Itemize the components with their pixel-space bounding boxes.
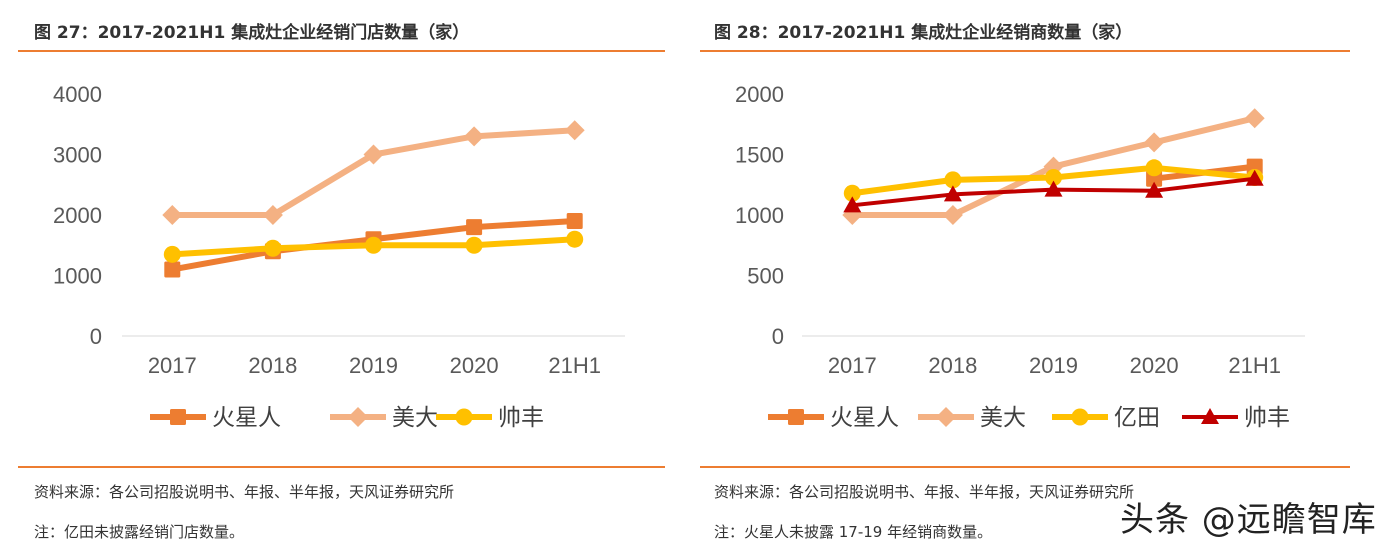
x-tick-label: 2019 [349, 353, 398, 378]
legend-label: 美大 [980, 404, 1026, 430]
legend-label: 帅丰 [1244, 404, 1290, 430]
footer-rule-2 [700, 466, 1350, 468]
y-tick-label: 0 [772, 324, 784, 349]
chart-1: 0 1000 2000 3000 4000 2017 2018 2019 2020 21H1 火星人… [53, 82, 625, 430]
y-tick-label: 1000 [735, 203, 784, 228]
chart-1-note: 注：亿田未披露经销门店数量。 [34, 523, 245, 541]
data-point-circle [566, 230, 584, 248]
y-tick-label: 4000 [53, 82, 102, 107]
legend-item: 火星人 [150, 404, 281, 430]
legend-marker [348, 407, 368, 427]
data-point-triangle [1245, 169, 1264, 186]
chart-2: 0 500 1000 1500 2000 2017 2018 2019 2020 21H1 火星人 美… [735, 82, 1305, 430]
legend-label: 火星人 [830, 404, 899, 430]
data-point-circle [264, 239, 282, 257]
data-point-diamond [1244, 108, 1265, 129]
y-tick-label: 1500 [735, 143, 784, 168]
legend-label: 火星人 [212, 404, 281, 430]
data-point-diamond [363, 144, 384, 165]
x-tick-label: 2020 [1130, 353, 1179, 378]
legend-marker [1071, 408, 1089, 426]
legend-item: 美大 [918, 404, 1026, 430]
data-point-triangle [843, 196, 862, 213]
data-point-diamond [464, 126, 485, 147]
x-tick-label: 21H1 [1228, 353, 1281, 378]
series-line-1 [172, 127, 575, 218]
x-tick-label: 2018 [928, 353, 977, 378]
legend-label: 亿田 [1114, 404, 1160, 430]
legend-label: 帅丰 [498, 404, 544, 430]
legend-label: 美大 [392, 404, 438, 430]
data-point-circle [1145, 159, 1163, 177]
watermark: 头条 @远瞻智库 [1120, 500, 1377, 540]
data-point-diamond [564, 120, 585, 141]
data-point-circle [163, 245, 181, 263]
data-point-circle [944, 171, 962, 189]
data-point-diamond [262, 205, 283, 225]
chart-2-note: 注：火星人未披露 17-19 年经销商数量。 [714, 523, 993, 541]
data-point-square [466, 219, 483, 236]
y-tick-label: 500 [747, 264, 784, 289]
x-tick-label: 2017 [148, 353, 197, 378]
data-point-triangle [1145, 181, 1164, 198]
title-rule-1 [18, 50, 665, 52]
legend-item: 帅丰 [1182, 404, 1290, 430]
y-tick-label: 2000 [53, 203, 102, 228]
data-point-square [566, 213, 583, 230]
data-point-triangle [943, 185, 962, 202]
y-tick-label: 3000 [53, 143, 102, 168]
data-point-square [164, 261, 181, 278]
legend-marker [936, 407, 956, 427]
x-tick-label: 2019 [1029, 353, 1078, 378]
chart-2-title: 图 28：2017-2021H1 集成灶企业经销商数量（家） [714, 23, 1133, 43]
x-tick-label: 2017 [828, 353, 877, 378]
x-tick-label: 21H1 [548, 353, 601, 378]
legend-marker [1201, 408, 1219, 424]
data-point-circle [1045, 168, 1062, 186]
legend-marker [170, 409, 186, 425]
x-tick-label: 2018 [248, 353, 297, 378]
y-tick-label: 2000 [735, 82, 784, 107]
data-point-diamond [942, 205, 963, 225]
data-point-diamond [1144, 132, 1165, 153]
footer-rule-1 [18, 466, 665, 468]
chart-1-title: 图 27：2017-2021H1 集成灶企业经销门店数量（家） [34, 23, 470, 43]
legend-item: 美大 [330, 404, 438, 430]
legend-marker [455, 408, 473, 426]
chart-1-source: 资料来源：各公司招股说明书、年报、半年报，天风证券研究所 [34, 483, 455, 501]
data-point-circle [365, 236, 382, 254]
x-tick-label: 2020 [450, 353, 499, 378]
legend-item: 帅丰 [436, 404, 544, 430]
chart-2-source: 资料来源：各公司招股说明书、年报、半年报，天风证券研究所 [714, 483, 1135, 501]
data-point-diamond [162, 205, 183, 225]
data-point-triangle [1044, 180, 1063, 197]
legend-marker [788, 409, 804, 425]
data-point-circle [843, 184, 861, 202]
title-rule-2 [700, 50, 1350, 52]
legend-item: 亿田 [1052, 404, 1160, 430]
y-tick-label: 0 [90, 324, 102, 349]
data-point-circle [465, 236, 483, 254]
y-tick-label: 1000 [53, 264, 102, 289]
legend-item: 火星人 [768, 404, 899, 430]
